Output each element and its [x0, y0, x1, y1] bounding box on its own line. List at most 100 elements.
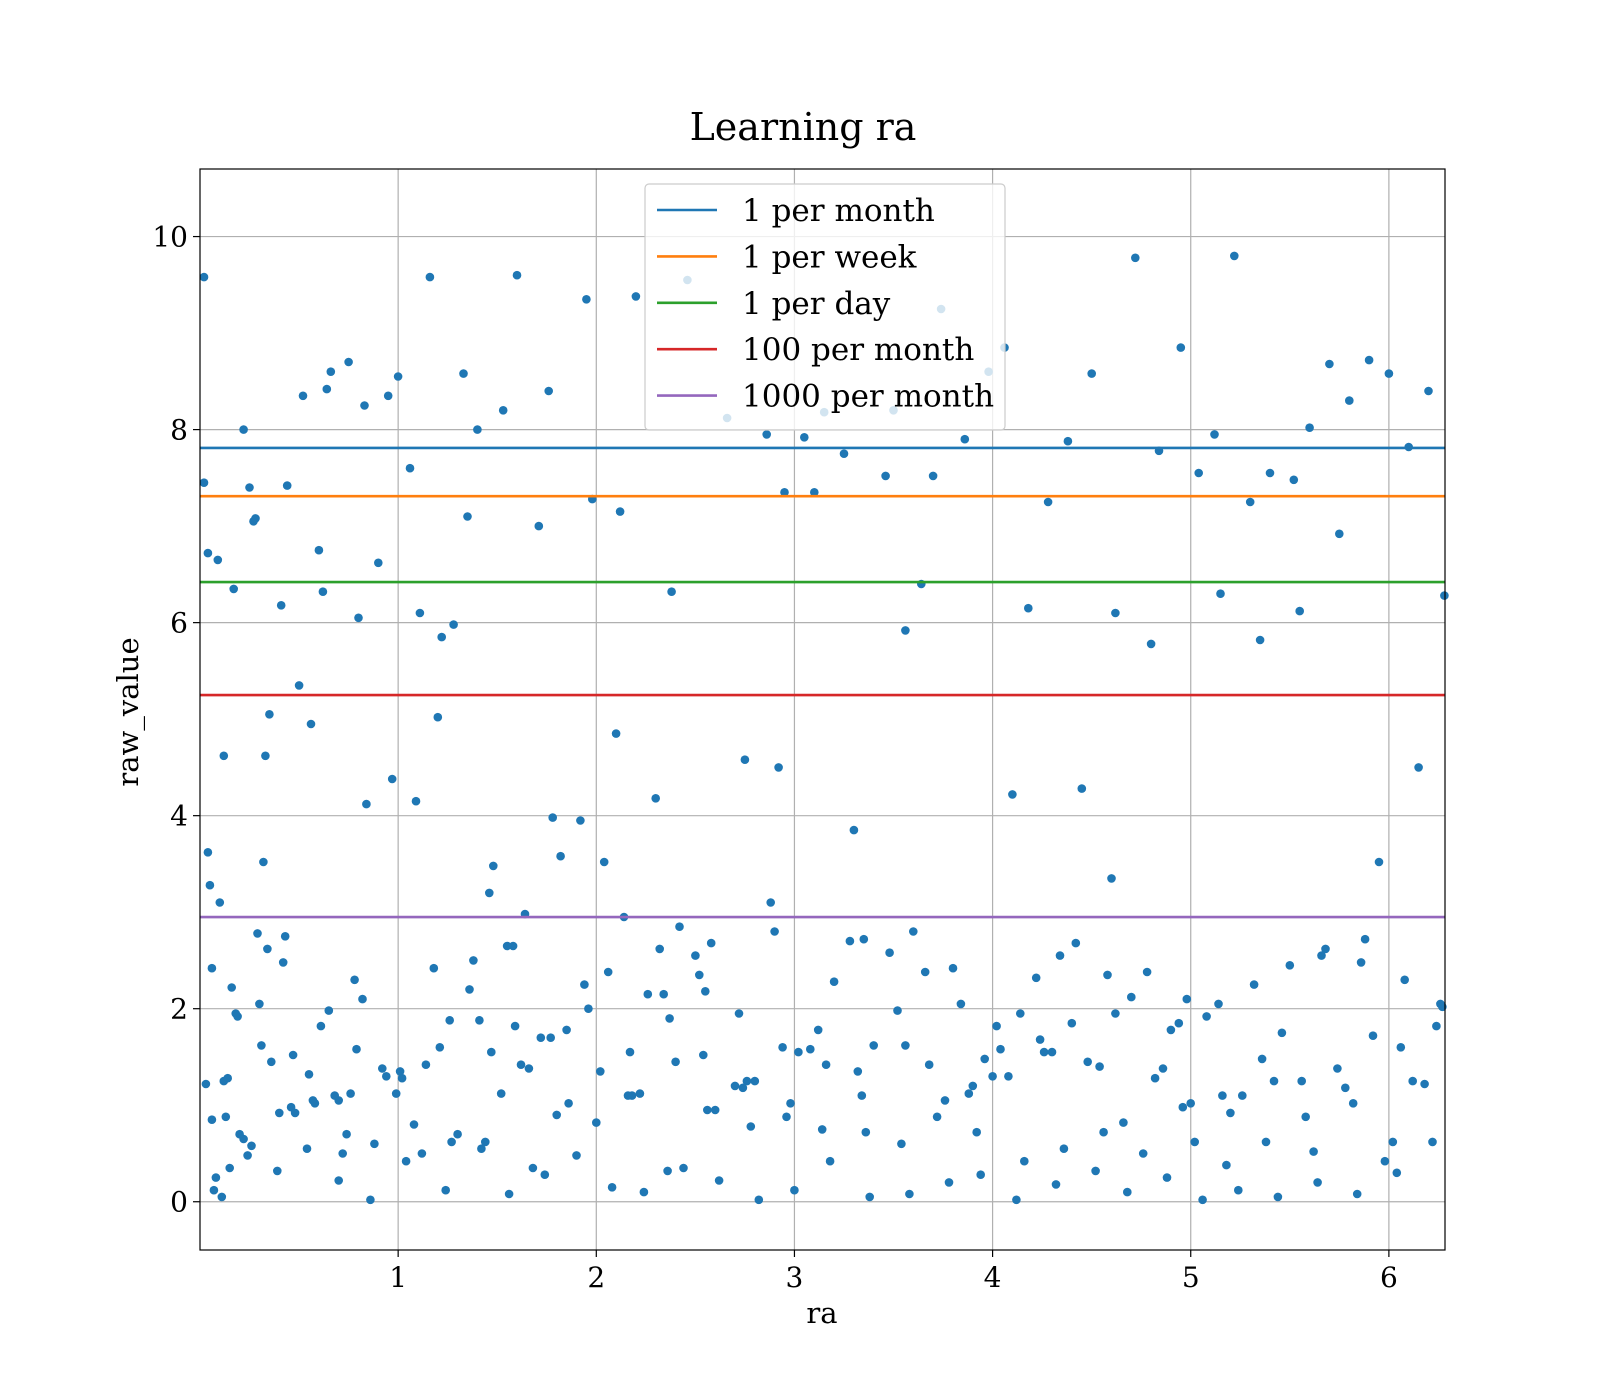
data-point [714, 1176, 724, 1185]
data-point [546, 1033, 555, 1042]
data-point [905, 1189, 914, 1199]
data-point [810, 488, 819, 497]
data-point [564, 1099, 573, 1108]
plot-frame [199, 168, 1446, 1251]
data-point [1103, 970, 1112, 980]
data-point [1408, 1076, 1417, 1086]
data-point [1440, 591, 1449, 600]
legend-label: 1000 per month [742, 379, 994, 415]
data-point [275, 1108, 284, 1118]
data-point [429, 963, 439, 973]
data-point [395, 1067, 405, 1076]
data-point [1297, 1076, 1306, 1086]
data-point [1123, 1187, 1132, 1197]
data-point [1008, 790, 1017, 799]
data-point [1024, 603, 1033, 613]
data-point [940, 1096, 950, 1105]
data-point [603, 967, 613, 977]
data-point [225, 1163, 234, 1173]
data-point [730, 1081, 740, 1091]
data-point [217, 1192, 227, 1202]
data-point [703, 1105, 712, 1115]
data-point [221, 1112, 231, 1122]
axis-ticks: 1 2 3 4 5 6 0 2 4 6 8 10 [152, 221, 1397, 1294]
data-point [701, 987, 710, 996]
data-point [1289, 475, 1299, 485]
y-tick-label: 0 [170, 1186, 188, 1219]
data-point [1352, 1189, 1362, 1199]
x-tick-label: 2 [587, 1261, 605, 1294]
data-point [625, 1047, 635, 1057]
data-point [411, 796, 421, 806]
data-point [1055, 951, 1065, 960]
data-point [401, 1156, 411, 1166]
data-point [409, 1120, 419, 1129]
data-point [1301, 1112, 1310, 1122]
data-point [956, 999, 966, 1009]
data-point [794, 1047, 803, 1057]
data-point [859, 934, 869, 944]
data-point [556, 851, 565, 861]
data-point [1285, 961, 1295, 970]
data-point [1245, 497, 1255, 507]
data-point [267, 1057, 276, 1067]
data-point [1051, 1180, 1061, 1189]
data-point [623, 1091, 633, 1100]
data-point [659, 989, 668, 999]
data-point [393, 372, 403, 381]
data-point [322, 384, 332, 394]
data-points [199, 251, 1449, 1205]
data-point [1198, 1195, 1207, 1205]
data-point [710, 1105, 720, 1115]
data-point [282, 481, 292, 490]
data-point [1420, 1079, 1429, 1089]
data-point [445, 1016, 455, 1025]
data-point [387, 774, 397, 784]
legend-label: 1 per week [742, 239, 917, 275]
data-point [253, 929, 262, 938]
data-point [1099, 1127, 1108, 1137]
data-point [806, 1044, 815, 1054]
legend-box [644, 183, 1006, 431]
data-point [255, 999, 264, 1009]
data-point [302, 1144, 312, 1153]
data-point [524, 1064, 534, 1073]
data-point [865, 1192, 874, 1202]
data-point [665, 1014, 674, 1023]
data-point [304, 1070, 314, 1079]
data-point [742, 1076, 752, 1086]
data-point [354, 613, 363, 623]
data-point [762, 430, 771, 439]
data-point [948, 963, 958, 973]
data-point [1067, 1018, 1077, 1028]
threshold-lines [200, 446, 1445, 919]
data-point [754, 1195, 764, 1205]
data-point [901, 626, 910, 635]
data-point [508, 941, 518, 951]
data-point [853, 1067, 863, 1076]
data-point [611, 729, 621, 738]
data-point [1071, 938, 1081, 948]
x-tick-label: 4 [984, 1261, 1002, 1294]
data-point [233, 1012, 242, 1021]
data-point [213, 555, 223, 565]
data-point [449, 620, 458, 629]
data-point [1309, 1147, 1318, 1156]
data-point [1317, 951, 1326, 960]
data-point [496, 1089, 506, 1098]
data-point [463, 512, 472, 521]
data-point [671, 1057, 680, 1067]
data-point [893, 1006, 902, 1015]
data-point [881, 471, 890, 481]
data-point [615, 507, 625, 516]
data-point [1414, 763, 1423, 772]
data-point [548, 813, 557, 822]
data-point [330, 1091, 340, 1100]
data-point [1384, 369, 1394, 378]
data-point [475, 1016, 484, 1025]
data-point [207, 1115, 217, 1124]
data-point [924, 1060, 934, 1069]
data-point [782, 1112, 791, 1122]
data-point [1146, 639, 1156, 649]
data-point [528, 1163, 538, 1173]
